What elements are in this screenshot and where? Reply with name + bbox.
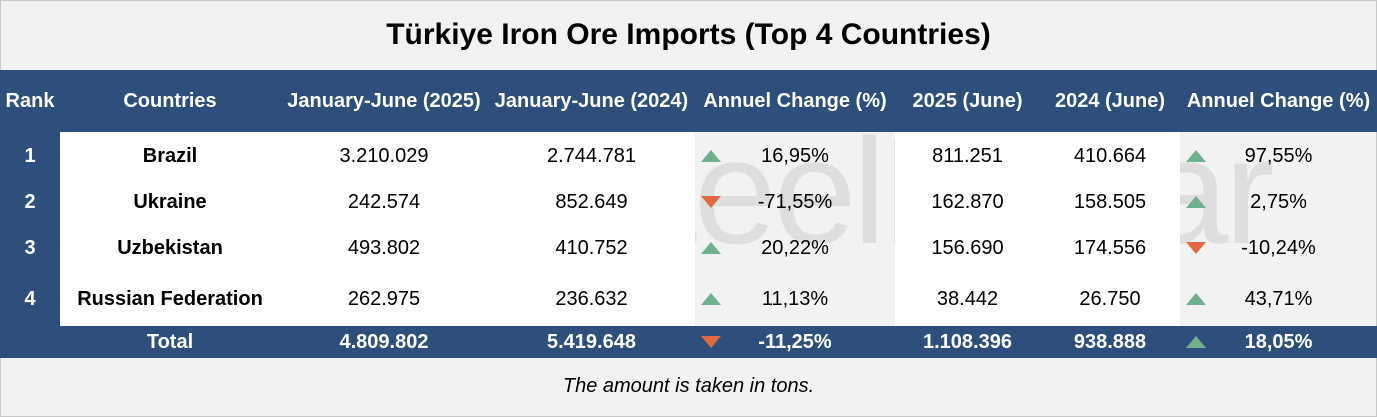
header-cell: January-June (2025) (280, 70, 488, 132)
rank-cell: 3 (0, 224, 60, 272)
change-arrow-icon (1186, 150, 1206, 162)
header-cell: Annuel Change (%) (1180, 70, 1377, 132)
change-arrow-icon (1186, 196, 1206, 208)
change-value: 2,75% (1250, 190, 1307, 213)
change-cell: 97,55% (1180, 132, 1377, 180)
total-value: 5.419.648 (488, 326, 695, 358)
table-row: 1 Brazil 3.210.029 2.744.781 16,95% 811.… (0, 132, 1377, 180)
change-value: 43,71% (1244, 287, 1313, 310)
change-arrow-icon (701, 242, 721, 254)
value-cell: 156.690 (895, 224, 1040, 272)
change-arrow-icon (1186, 293, 1206, 305)
change-arrow-icon (701, 196, 721, 208)
change-arrow-icon (1186, 336, 1206, 348)
total-value: 1.108.396 (895, 326, 1040, 358)
value-cell: 162.870 (895, 180, 1040, 224)
header-cell: 2024 (June) (1040, 70, 1180, 132)
value-cell: 852.649 (488, 180, 695, 224)
value-cell: 38.442 (895, 272, 1040, 326)
change-cell: 43,71% (1180, 272, 1377, 326)
total-row: Total 4.809.802 5.419.648 -11,25% 1.108.… (0, 326, 1377, 358)
value-cell: 262.975 (280, 272, 488, 326)
value-cell: 493.802 (280, 224, 488, 272)
value-cell: 236.632 (488, 272, 695, 326)
change-arrow-icon (701, 150, 721, 162)
value-cell: 410.664 (1040, 132, 1180, 180)
header-cell: Rank (0, 70, 60, 132)
change-cell: -10,24% (1180, 224, 1377, 272)
value-cell: 26.750 (1040, 272, 1180, 326)
change-cell: 20,22% (695, 224, 895, 272)
table-row: 4 Russian Federation 262.975 236.632 11,… (0, 272, 1377, 326)
rank-cell: 2 (0, 180, 60, 224)
change-arrow-icon (1186, 242, 1206, 254)
value-cell: 2.744.781 (488, 132, 695, 180)
change-value: -10,24% (1241, 236, 1316, 259)
change-value: -11,25% (758, 330, 832, 353)
header-cell: January-June (2024) (488, 70, 695, 132)
change-arrow-icon (701, 293, 721, 305)
country-cell: Uzbekistan (60, 224, 280, 272)
total-change-cell: 18,05% (1180, 326, 1377, 358)
rank-cell: 4 (0, 272, 60, 326)
total-label: Total (60, 326, 280, 358)
change-value: 97,55% (1244, 144, 1313, 167)
value-cell: 158.505 (1040, 180, 1180, 224)
country-cell: Brazil (60, 132, 280, 180)
change-cell: 11,13% (695, 272, 895, 326)
total-value: 4.809.802 (280, 326, 488, 358)
imports-table: Rank Countries January-June (2025) Janua… (0, 70, 1377, 358)
change-value: 18,05% (1244, 330, 1313, 353)
change-value: 20,22% (761, 236, 829, 259)
value-cell: 811.251 (895, 132, 1040, 180)
rank-cell: 1 (0, 132, 60, 180)
header-cell: Countries (60, 70, 280, 132)
change-cell: 16,95% (695, 132, 895, 180)
total-change-cell: -11,25% (695, 326, 895, 358)
change-cell: -71,55% (695, 180, 895, 224)
value-cell: 242.574 (280, 180, 488, 224)
value-cell: 174.556 (1040, 224, 1180, 272)
header-cell: 2025 (June) (895, 70, 1040, 132)
value-cell: 3.210.029 (280, 132, 488, 180)
value-cell: 410.752 (488, 224, 695, 272)
total-value: 938.888 (1040, 326, 1180, 358)
footnote: The amount is taken in tons. (562, 374, 815, 397)
header-cell: Annuel Change (%) (695, 70, 895, 132)
change-cell: 2,75% (1180, 180, 1377, 224)
change-arrow-icon (701, 336, 721, 348)
total-rank-cell (0, 326, 60, 358)
header-row: Rank Countries January-June (2025) Janua… (0, 70, 1377, 132)
country-cell: Ukraine (60, 180, 280, 224)
change-value: -71,55% (757, 190, 833, 213)
table-row: 3 Uzbekistan 493.802 410.752 20,22% 156.… (0, 224, 1377, 272)
table-row: 2 Ukraine 242.574 852.649 -71,55% 162.87… (0, 180, 1377, 224)
country-cell: Russian Federation (60, 272, 280, 326)
chart-title: Türkiye Iron Ore Imports (Top 4 Countrie… (386, 18, 991, 51)
change-value: 16,95% (761, 144, 829, 167)
change-value: 11,13% (761, 287, 829, 310)
